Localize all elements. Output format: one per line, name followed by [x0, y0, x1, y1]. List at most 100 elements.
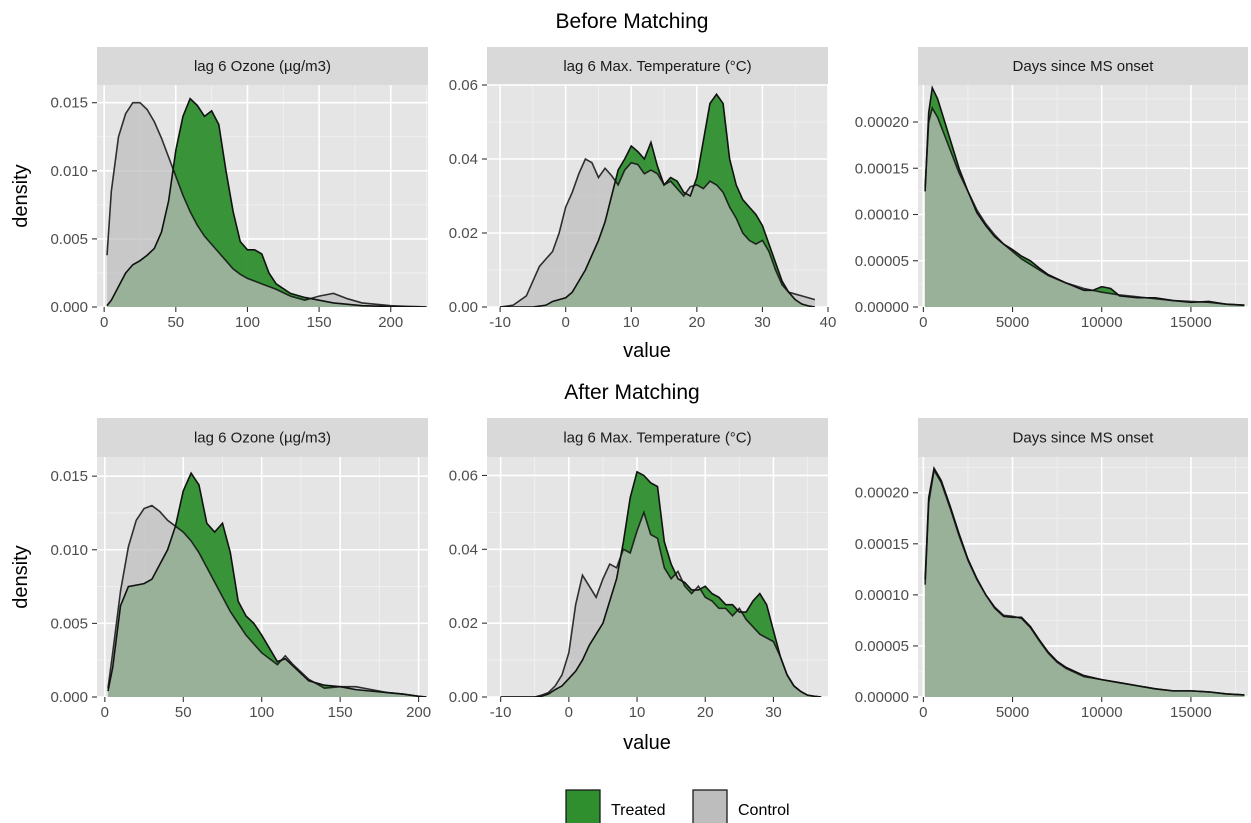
density-line-control [924, 106, 1245, 306]
x-tick-label: 0 [565, 704, 573, 721]
facet-strip [97, 47, 428, 85]
y-tick-label: 0.00 [449, 299, 478, 316]
x-tick-label: 10000 [1081, 314, 1123, 331]
legend-label: Control [738, 802, 790, 819]
x-tick-label: 100 [235, 314, 260, 331]
axes: 0 50 100 150 200 0.000 0.005 0.010 0.015 [50, 468, 431, 721]
panel-lag-6-max-temperature-c: lag 6 Max. Temperature (°C) -10 0 10 20 30 40 0… [449, 47, 837, 331]
facet-strip-label: lag 6 Max. Temperature (°C) [563, 430, 751, 447]
density-layer [106, 97, 427, 307]
axes: 0 50 100 150 200 0.000 0.005 0.010 0.015 [50, 95, 403, 331]
x-tick-label: 20 [689, 314, 706, 331]
y-tick-label: 0.005 [50, 231, 88, 248]
panel-lag-6-ozone-g-m3: lag 6 Ozone (µg/m3) 0 50 100 150 200 0.000 0.00… [50, 418, 431, 721]
y-tick-label: 0.00020 [855, 114, 909, 131]
y-tick-label: 0.015 [50, 468, 88, 485]
x-tick-label: 0 [919, 704, 927, 721]
y-tick-label: 0.010 [50, 163, 88, 180]
x-tick-label: 0 [562, 314, 570, 331]
y-tick-label: 0.00005 [855, 638, 909, 655]
y-tick-label: 0.00015 [855, 536, 909, 553]
x-tick-label: 200 [406, 704, 431, 721]
x-tick-label: 15000 [1170, 704, 1212, 721]
density-area-control [925, 470, 1245, 697]
facet-strip [487, 47, 828, 85]
x-tick-label: 150 [328, 704, 353, 721]
facet-strip [918, 47, 1248, 85]
y-tick-label: 0.005 [50, 615, 88, 632]
legend-swatch [565, 789, 601, 823]
density-line-treated [500, 470, 822, 697]
density-line-control [500, 509, 822, 697]
x-tick-label: 30 [754, 314, 771, 331]
density-area-control [500, 159, 815, 307]
x-axis-title: value [623, 340, 671, 362]
y-tick-label: 0.00000 [855, 689, 909, 706]
x-tick-label: 0 [919, 314, 927, 331]
density-area-control [500, 512, 822, 697]
y-tick-label: 0.00005 [855, 253, 909, 270]
y-tick-label: 0.04 [449, 541, 478, 558]
row-title: After Matching [564, 381, 699, 404]
density-line-treated [106, 97, 427, 307]
density-line-treated [107, 471, 427, 697]
x-tick-label: -10 [489, 314, 511, 331]
y-tick-label: 0.00000 [855, 299, 909, 316]
axes: 0 5000 10000 15000 0.00000 0.00005 0.00010 0.00… [855, 114, 1212, 331]
axes: -10 0 10 20 30 0.00 0.02 0.04 0.06 [449, 467, 782, 721]
legend-item-control: Control [692, 789, 790, 823]
x-tick-label: 0 [101, 704, 109, 721]
y-axis-title: density [10, 164, 32, 227]
panel-days-since-ms-onset: Days since MS onset 0 5000 10000 15000 0.0000… [855, 418, 1248, 721]
x-tick-label: 0 [100, 314, 108, 331]
x-tick-label: 30 [765, 704, 782, 721]
y-axis-title: density [10, 545, 32, 608]
facet-strip [487, 418, 828, 457]
density-area-control [107, 102, 427, 307]
x-tick-label: 20 [697, 704, 714, 721]
density-line-control [924, 467, 1245, 696]
row-title: Before Matching [556, 10, 709, 33]
x-tick-label: 50 [175, 704, 192, 721]
axes: 0 5000 10000 15000 0.00000 0.00005 0.00010 0.00… [855, 485, 1212, 721]
before-matching-row: Before Matching density value lag 6 Ozone (… [10, 10, 1248, 362]
facet-strip-label: Days since MS onset [1013, 58, 1155, 75]
x-tick-label: -10 [490, 704, 512, 721]
y-tick-label: 0.04 [449, 151, 478, 168]
x-axis-title: value [623, 732, 671, 754]
x-tick-label: 15000 [1170, 314, 1212, 331]
panel-lag-6-max-temperature-c: lag 6 Max. Temperature (°C) -10 0 10 20 30 0.0… [449, 418, 828, 721]
density-line-control [500, 157, 816, 307]
density-line-control [107, 504, 427, 697]
facet-strip [918, 418, 1248, 457]
facet-strip-label: Days since MS onset [1013, 430, 1155, 447]
legend: Treated Control [565, 789, 790, 823]
y-tick-label: 0.000 [50, 299, 88, 316]
density-line-control [106, 101, 427, 307]
facet-strip-label: lag 6 Ozone (µg/m3) [194, 430, 331, 447]
axes: -10 0 10 20 30 40 0.00 0.02 0.04 0.06 [449, 77, 837, 331]
legend-item-treated: Treated [565, 789, 666, 823]
legend-label: Treated [611, 802, 666, 819]
facet-strip-label: lag 6 Max. Temperature (°C) [563, 58, 751, 75]
x-tick-label: 10 [623, 314, 640, 331]
x-tick-label: 10000 [1081, 704, 1123, 721]
legend-swatch [692, 789, 728, 823]
x-tick-label: 150 [307, 314, 332, 331]
density-line-treated [500, 92, 816, 307]
density-layer [500, 470, 822, 697]
density-layer [924, 85, 1245, 307]
y-tick-label: 0.00 [449, 689, 478, 706]
x-tick-label: 5000 [996, 704, 1029, 721]
y-tick-label: 0.000 [50, 689, 88, 706]
facet-strip-label: lag 6 Ozone (µg/m3) [194, 58, 331, 75]
y-tick-label: 0.06 [449, 77, 478, 94]
x-tick-label: 10 [629, 704, 646, 721]
density-layer [107, 471, 427, 697]
x-tick-label: 40 [820, 314, 837, 331]
density-area-control [107, 505, 427, 697]
x-tick-label: 50 [167, 314, 184, 331]
x-tick-label: 100 [249, 704, 274, 721]
density-layer [500, 92, 816, 307]
